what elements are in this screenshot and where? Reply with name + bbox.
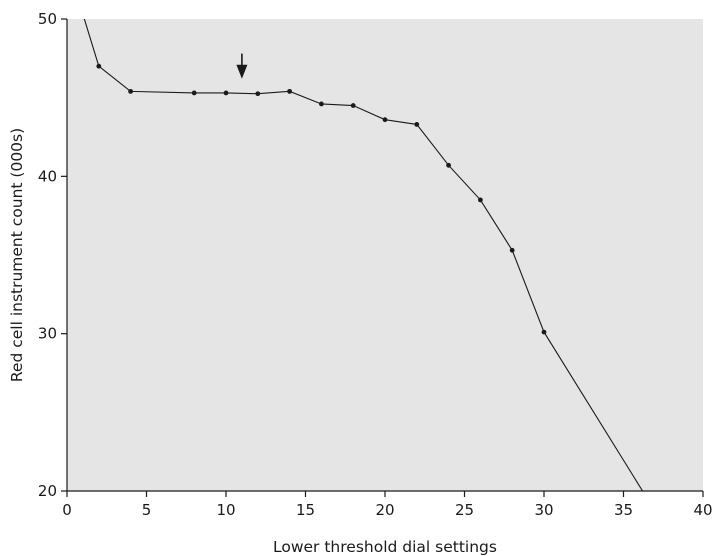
y-tick-label: 50 <box>38 10 57 28</box>
x-tick-label: 0 <box>62 501 72 519</box>
x-tick-label: 10 <box>216 501 235 519</box>
y-tick-label: 20 <box>38 482 57 500</box>
x-tick-label: 40 <box>693 501 712 519</box>
y-tick-label: 30 <box>38 325 57 343</box>
x-tick-label: 20 <box>375 501 394 519</box>
data-point <box>414 122 420 127</box>
x-tick-label: 25 <box>455 501 474 519</box>
data-point <box>478 197 483 203</box>
data-point <box>96 63 102 69</box>
data-point <box>319 101 324 107</box>
data-point <box>191 90 197 96</box>
data-point <box>223 90 229 96</box>
series-group <box>83 19 644 491</box>
series-line <box>83 19 644 491</box>
data-point <box>255 91 261 97</box>
data-point <box>509 247 515 253</box>
x-tick-label: 30 <box>534 501 553 519</box>
y-axis-title: Red cell instrument count (000s) <box>8 128 26 382</box>
data-point <box>350 103 356 108</box>
y-tick-label: 40 <box>38 167 57 185</box>
x-axis-title: Lower threshold dial settings <box>273 538 497 556</box>
data-point <box>287 88 292 94</box>
x-tick-label: 5 <box>142 501 152 519</box>
data-point <box>382 117 388 123</box>
x-tick-label: 35 <box>614 501 633 519</box>
annotation-arrow-head <box>236 64 248 79</box>
data-point <box>446 162 451 168</box>
data-point <box>128 88 134 94</box>
data-point <box>541 329 547 335</box>
plot-background <box>67 19 703 491</box>
x-tick-label: 15 <box>296 501 315 519</box>
